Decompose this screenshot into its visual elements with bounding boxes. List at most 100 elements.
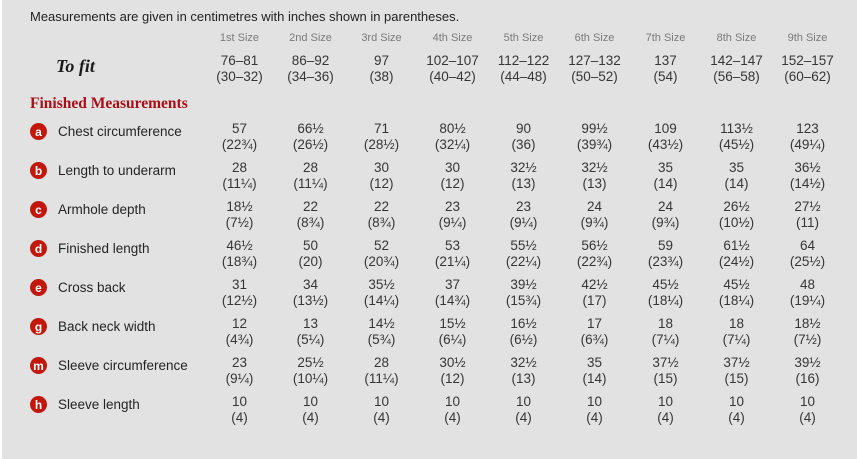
value-inches: (15) <box>724 371 749 386</box>
measurement-value-cell: 28 (11¼) <box>204 160 275 192</box>
value-centimetres: 10 <box>515 394 532 409</box>
value-inches: (43½) <box>647 137 684 152</box>
value-inches: (56–58) <box>713 69 760 84</box>
measurement-value-cell: 10 (4) <box>346 394 417 426</box>
value-inches: (18¼) <box>718 293 755 308</box>
value-centimetres: 50 <box>302 238 319 253</box>
measurement-value-cell: 30 (12) <box>346 160 417 192</box>
measurement-value-cell: 35 (14) <box>559 355 630 387</box>
row-label: Chest circumference <box>58 124 182 139</box>
value-centimetres: 35 <box>657 160 674 175</box>
measurement-value-cell: 57 (22¾) <box>204 121 275 153</box>
measurement-value-cell: 23 (9¼) <box>204 355 275 387</box>
size-column-header: 8th Size <box>716 32 757 44</box>
measurement-value-cell: 24 (9¾) <box>559 199 630 231</box>
value-inches: (15¾) <box>505 293 542 308</box>
size-column-header: 1st Size <box>219 32 260 44</box>
value-centimetres: 45½ <box>723 277 750 292</box>
measurement-value-cell: 61½ (24½) <box>701 238 772 270</box>
value-centimetres: 23 <box>444 199 461 214</box>
measurement-value-cell: 30 (12) <box>417 160 488 192</box>
measurement-value-cell: 142–147 (56–58) <box>701 53 772 85</box>
value-centimetres: 22 <box>373 199 390 214</box>
measurement-value-cell: 10 (4) <box>417 394 488 426</box>
measurements-note: Measurements are given in centimetres wi… <box>30 9 460 24</box>
value-centimetres: 10 <box>657 394 674 409</box>
value-inches: (20) <box>298 254 323 269</box>
value-inches: (49¼) <box>789 137 826 152</box>
value-centimetres: 27½ <box>794 199 821 214</box>
value-inches: (24½) <box>718 254 755 269</box>
value-inches: (15) <box>653 371 678 386</box>
value-inches: (50–52) <box>571 69 618 84</box>
measurement-value-cell: 42½ (17) <box>559 277 630 309</box>
value-centimetres: 56½ <box>581 238 608 253</box>
value-centimetres: 28 <box>302 160 319 175</box>
value-inches: (7½) <box>225 215 254 230</box>
row-letter-badge: b <box>30 162 47 179</box>
measurement-value-cell: 76–81 (30–32) <box>204 53 275 85</box>
row-letter-badge: h <box>30 396 47 413</box>
value-centimetres: 22 <box>302 199 319 214</box>
value-inches: (54) <box>653 69 678 84</box>
measurement-value-cell: 37 (14¾) <box>417 277 488 309</box>
value-centimetres: 10 <box>586 394 603 409</box>
value-centimetres: 66½ <box>297 121 324 136</box>
value-inches: (4) <box>302 410 319 425</box>
value-centimetres: 23 <box>231 355 248 370</box>
measurement-value-cell: 109 (43½) <box>630 121 701 153</box>
measurement-value-cell: 22 (8¾) <box>346 199 417 231</box>
value-centimetres: 127–132 <box>568 53 621 68</box>
value-inches: (22¼) <box>505 254 542 269</box>
value-inches: (6½) <box>509 332 538 347</box>
row-label: Sleeve length <box>58 397 140 412</box>
measurement-value-cell: 32½ (13) <box>559 160 630 192</box>
measurement-value-cell: 28 (11¼) <box>275 160 346 192</box>
measurement-value-cell: 34 (13½) <box>275 277 346 309</box>
measurement-value-cell: 37½ (15) <box>701 355 772 387</box>
measurement-value-cell: 10 (4) <box>275 394 346 426</box>
value-inches: (9¼) <box>509 215 538 230</box>
to-fit-label: To fit <box>56 56 95 76</box>
row-letter-badge: a <box>30 123 47 140</box>
value-inches: (6¾) <box>580 332 609 347</box>
value-inches: (4) <box>586 410 603 425</box>
value-centimetres: 31 <box>231 277 248 292</box>
value-centimetres: 37 <box>444 277 461 292</box>
measurement-value-cell: 52 (20¾) <box>346 238 417 270</box>
value-inches: (60–62) <box>784 69 831 84</box>
value-centimetres: 15½ <box>439 316 466 331</box>
measurement-value-cell: 35½ (14¼) <box>346 277 417 309</box>
value-inches: (19¼) <box>789 293 826 308</box>
measurement-value-cell: 90 (36) <box>488 121 559 153</box>
value-centimetres: 36½ <box>794 160 821 175</box>
value-inches: (14¾) <box>434 293 471 308</box>
value-centimetres: 142–147 <box>710 53 763 68</box>
size-column-header: 3rd Size <box>361 32 402 44</box>
value-centimetres: 25½ <box>297 355 324 370</box>
value-inches: (11¼) <box>293 176 328 191</box>
value-inches: (8¾) <box>296 215 325 230</box>
row-label: Sleeve circumference <box>58 358 188 373</box>
value-inches: (9¾) <box>651 215 680 230</box>
value-inches: (12) <box>369 176 394 191</box>
measurement-value-cell: 35 (14) <box>630 160 701 192</box>
value-centimetres: 37½ <box>723 355 750 370</box>
value-inches: (7¼) <box>722 332 751 347</box>
measurement-value-cell: 18½ (7½) <box>204 199 275 231</box>
finished-measurements-heading: Finished Measurements <box>30 95 188 112</box>
value-inches: (16) <box>795 371 820 386</box>
row-label-cell: b Length to underarm <box>28 160 204 192</box>
value-centimetres: 10 <box>799 394 816 409</box>
measurement-value-cell: 152–157 (60–62) <box>772 53 843 85</box>
value-inches: (8¾) <box>367 215 396 230</box>
value-inches: (22¾) <box>221 137 258 152</box>
value-centimetres: 76–81 <box>220 53 259 68</box>
row-letter-badge: m <box>30 357 47 374</box>
row-label: Armhole depth <box>58 202 146 217</box>
measurement-value-cell: 10 (4) <box>772 394 843 426</box>
row-label-cell: d Finished length <box>28 238 204 270</box>
value-inches: (38) <box>369 69 394 84</box>
measurement-value-cell: 45½ (18¼) <box>701 277 772 309</box>
measurement-value-cell: 30½ (12) <box>417 355 488 387</box>
